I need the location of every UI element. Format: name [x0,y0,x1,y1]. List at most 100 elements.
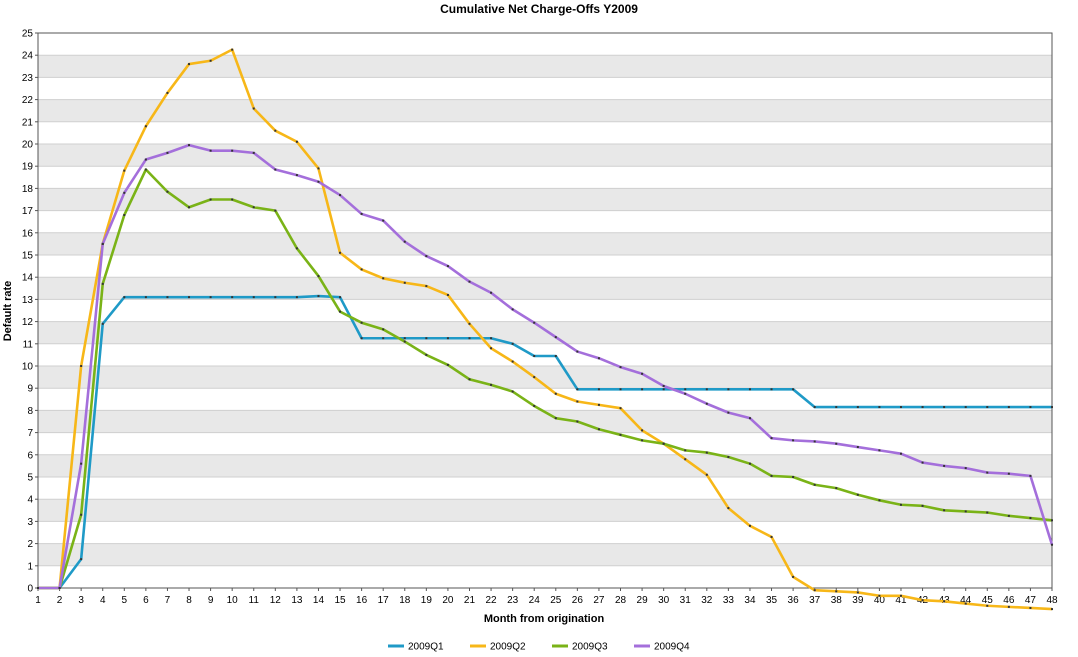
data-point [749,388,751,390]
x-tick-label: 4 [100,595,106,606]
y-tick-label: 24 [22,51,34,62]
x-tick-label: 13 [291,595,303,606]
y-tick-label: 5 [27,473,33,484]
data-point [684,388,686,390]
data-point [986,406,988,408]
data-point [37,587,39,589]
data-point [576,401,578,403]
data-point [857,406,859,408]
data-point [102,243,104,245]
x-tick-label: 11 [249,595,260,606]
x-tick-label: 33 [723,595,735,606]
data-point [922,406,924,408]
x-tick-label: 47 [1025,595,1037,606]
data-point [727,412,729,414]
data-point [188,144,190,146]
data-point [965,603,967,605]
data-point [123,170,125,172]
y-tick-label: 11 [23,339,34,350]
data-point [771,475,773,477]
data-point [533,355,535,357]
y-tick-label: 4 [27,495,33,506]
data-point [684,458,686,460]
data-point [727,507,729,509]
x-tick-label: 36 [788,595,800,606]
y-tick-label: 1 [27,561,33,572]
data-point [382,328,384,330]
y-tick-label: 3 [27,517,33,528]
data-point [576,351,578,353]
data-point [512,343,514,345]
x-axis-label: Month from origination [484,613,605,625]
data-point [296,174,298,176]
data-point [749,463,751,465]
data-point [468,337,470,339]
data-point [598,428,600,430]
data-point [706,452,708,454]
x-tick-label: 14 [313,595,325,606]
data-point [382,277,384,279]
x-tick-label: 30 [658,595,670,606]
data-point [814,589,816,591]
data-point [576,388,578,390]
x-tick-label: 27 [593,595,605,606]
x-tick-label: 46 [1003,595,1015,606]
data-point [620,407,622,409]
data-point [943,465,945,467]
data-point [900,453,902,455]
data-point [598,404,600,406]
data-point [296,141,298,143]
data-point [404,341,406,343]
grid-band [38,322,1052,344]
data-point [986,512,988,514]
data-point [749,417,751,419]
data-point [253,296,255,298]
legend-label: 2009Q4 [654,642,690,653]
data-point [814,440,816,442]
data-point [512,308,514,310]
data-point [1029,406,1031,408]
data-point [533,405,535,407]
grid-band [38,544,1052,566]
data-point [512,361,514,363]
data-point [339,296,341,298]
data-point [339,311,341,313]
data-point [490,347,492,349]
data-point [210,199,212,201]
data-point [792,576,794,578]
x-tick-label: 28 [615,595,627,606]
data-point [986,472,988,474]
data-point [922,505,924,507]
data-point [792,439,794,441]
data-point [641,373,643,375]
data-point [188,63,190,65]
grid-band [38,455,1052,477]
data-point [1029,607,1031,609]
y-tick-label: 15 [22,251,34,262]
data-point [468,378,470,380]
data-point [361,213,363,215]
data-point [900,595,902,597]
y-tick-label: 8 [27,406,33,417]
grid-band [38,55,1052,77]
x-tick-label: 25 [550,595,562,606]
data-point [145,296,147,298]
data-point [80,365,82,367]
data-point [814,406,816,408]
data-point [339,252,341,254]
y-tick-label: 2 [27,539,33,550]
data-point [749,525,751,527]
data-point [274,296,276,298]
data-point [555,393,557,395]
data-point [447,364,449,366]
chart-title: Cumulative Net Charge-Offs Y2009 [440,2,638,16]
data-point [878,449,880,451]
y-tick-label: 9 [27,384,33,395]
data-point [641,429,643,431]
data-point [490,292,492,294]
data-point [835,443,837,445]
x-tick-label: 37 [809,595,821,606]
x-tick-label: 2 [57,595,63,606]
data-point [598,388,600,390]
data-point [296,296,298,298]
